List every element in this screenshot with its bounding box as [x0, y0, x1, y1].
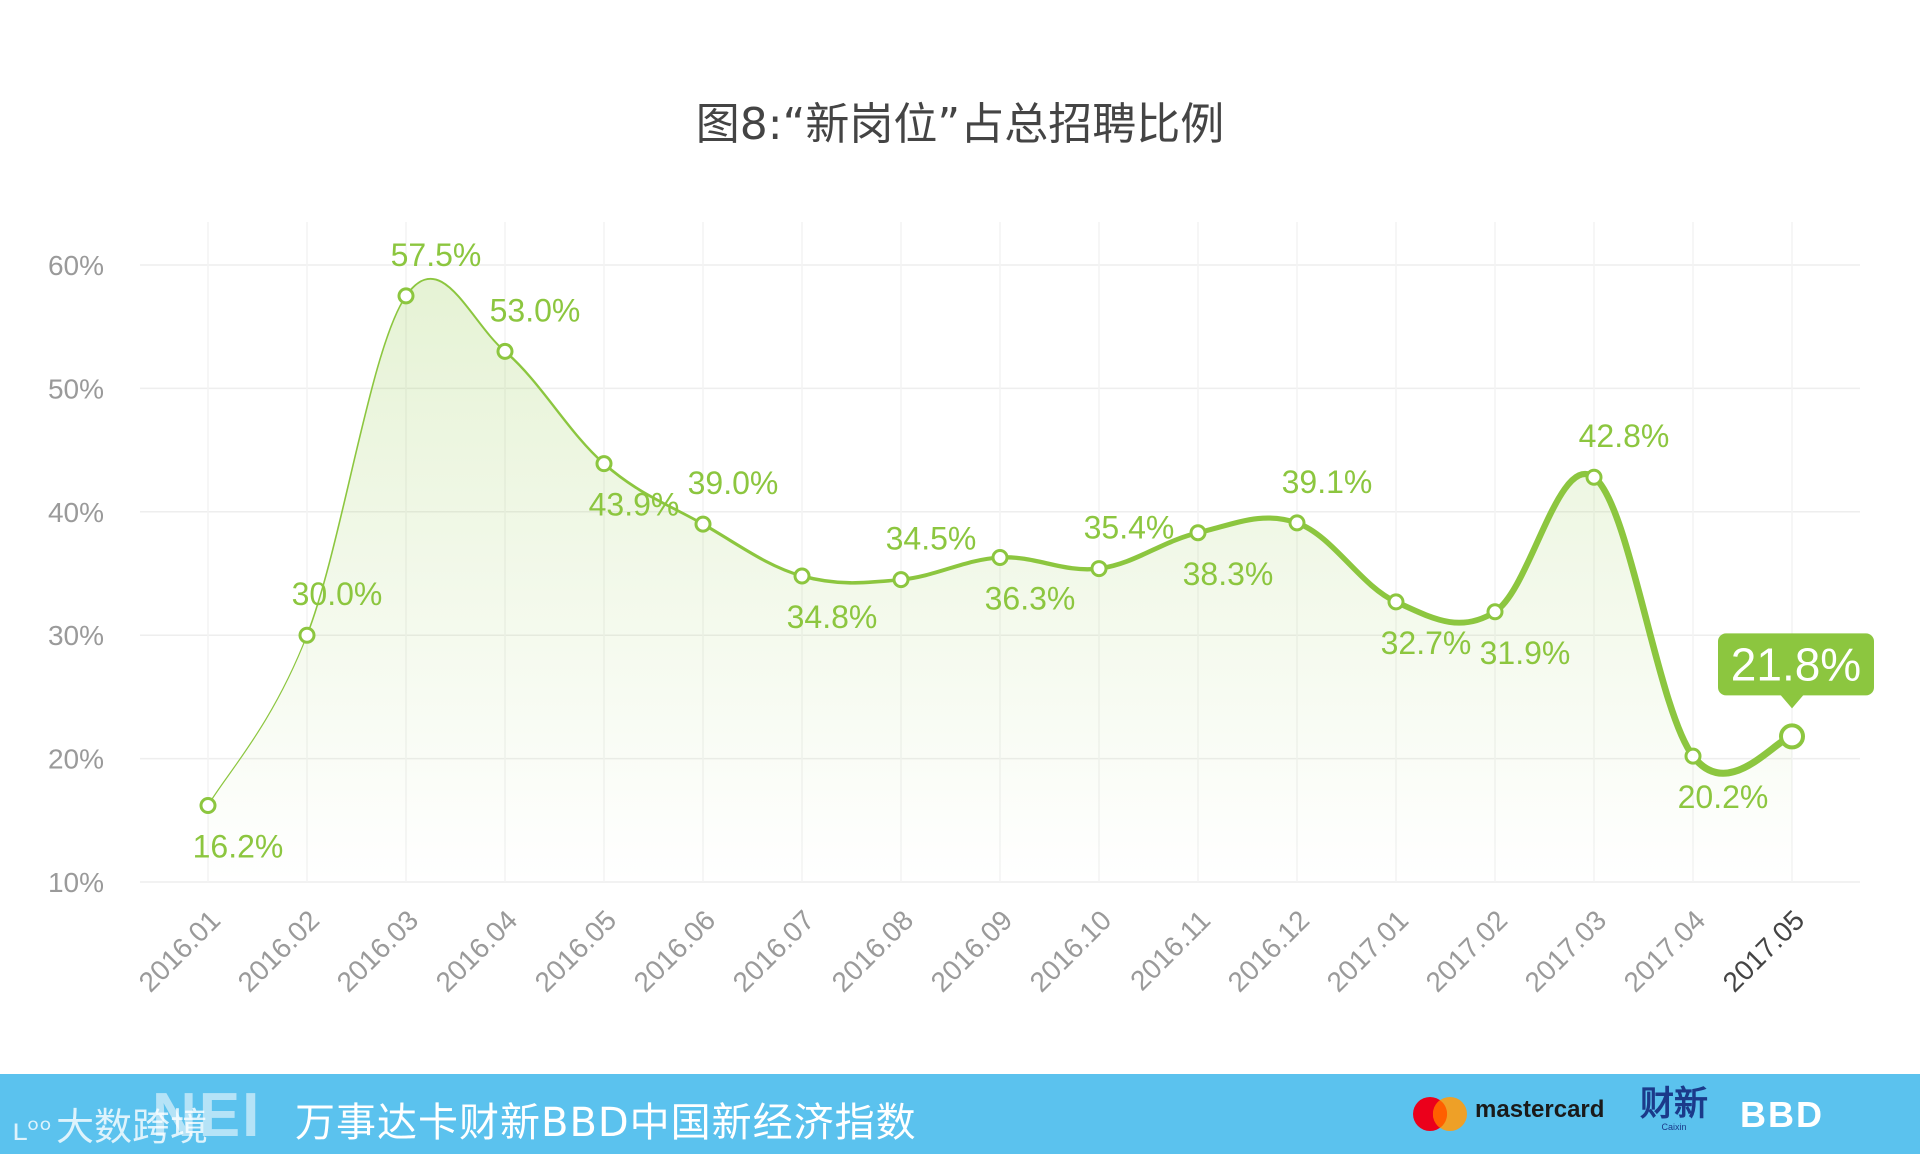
watermark-icon: ʟᵒᵒ — [12, 1113, 53, 1148]
y-tick-label: 50% — [48, 373, 104, 404]
data-label: 36.3% — [985, 580, 1076, 616]
bbd-logo: BBD — [1740, 1094, 1824, 1135]
data-point — [1189, 524, 1207, 542]
x-tick-label: 2016.10 — [1024, 904, 1117, 997]
watermark-text: 大数跨境 — [56, 1105, 209, 1149]
chart-title: 图8:“新岗位”占总招聘比例 — [695, 99, 1225, 150]
data-point — [1486, 603, 1504, 621]
data-point — [496, 342, 514, 360]
data-point — [595, 455, 613, 473]
data-point — [892, 571, 910, 589]
data-label: 53.0% — [490, 292, 581, 328]
data-point — [1779, 723, 1805, 750]
data-points — [199, 287, 1805, 814]
x-axis: 2016.01 2016.02 2016.03 2016.04 2016.05 2016.… — [133, 904, 1810, 997]
x-tick-label: 2016.02 — [232, 904, 325, 997]
series-line-segment — [503, 350, 606, 465]
x-tick-label: 2016.08 — [826, 904, 919, 997]
series-line-segment — [701, 522, 804, 578]
x-tick-label: 2017.02 — [1420, 904, 1513, 997]
series-line-segment — [800, 574, 903, 585]
watermark: ʟᵒᵒ 大数跨境 — [12, 1096, 208, 1151]
mastercard-text: mastercard — [1475, 1096, 1605, 1123]
series-line-segment — [1590, 473, 1697, 760]
x-tick-label: 2017.04 — [1618, 904, 1711, 997]
footer-title: 万事达卡财新BBD中国新经济指数 — [295, 1100, 917, 1146]
data-label: 35.4% — [1084, 510, 1175, 546]
y-tick-label: 20% — [48, 744, 104, 775]
x-tick-label: 2017.03 — [1519, 904, 1612, 997]
x-tick-label: 2016.06 — [628, 904, 721, 997]
caixin-subtext: Caixin — [1661, 1122, 1687, 1132]
series-line-segment — [997, 555, 1102, 572]
footer-bar: ʟᵒᵒ 大数跨境 NEI 万事达卡财新BBD中国新经济指数 mastercard … — [0, 1074, 1920, 1154]
series-line-segment — [1294, 520, 1399, 605]
data-point — [1288, 514, 1306, 532]
series-line-segment — [1491, 471, 1598, 615]
data-point — [991, 548, 1009, 566]
data-label: 16.2% — [193, 828, 284, 864]
y-tick-label: 40% — [48, 497, 104, 528]
line-chart: 10% 20% 30% 40% 50% 60% 2016.01 2016.02 2016.03… — [48, 222, 1874, 998]
data-label: 39.0% — [688, 465, 779, 501]
data-point — [694, 515, 712, 533]
data-label: 38.3% — [1183, 556, 1274, 592]
x-tick-label: 2016.07 — [727, 904, 820, 997]
data-label: 20.2% — [1678, 779, 1769, 815]
data-label: 39.1% — [1282, 464, 1373, 500]
y-axis: 10% 20% 30% 40% 50% 60% — [48, 250, 104, 898]
x-tick-label: 2016.01 — [133, 904, 226, 997]
series-line-segment — [602, 462, 705, 526]
data-label: 32.7% — [1381, 625, 1472, 661]
nei-logo: NEI — [152, 1081, 262, 1150]
data-point — [1090, 560, 1108, 578]
callout-pointer — [1780, 694, 1804, 709]
x-tick-label: 2016.04 — [430, 904, 523, 997]
data-point — [199, 796, 217, 814]
data-label: 42.8% — [1579, 418, 1670, 454]
data-point — [1684, 747, 1702, 765]
data-point — [793, 567, 811, 585]
data-point — [397, 287, 415, 305]
data-label: 43.9% — [589, 487, 680, 523]
series-line-segment — [1195, 515, 1300, 536]
x-tick-label: 2017.05 — [1717, 904, 1810, 997]
data-point — [1387, 593, 1405, 611]
data-label: 31.9% — [1480, 635, 1571, 671]
x-tick-label: 2016.12 — [1222, 904, 1315, 997]
series-line-segment — [207, 634, 308, 807]
data-label: 34.8% — [787, 599, 878, 635]
data-label: 34.5% — [886, 521, 977, 557]
data-labels: 16.2% 30.0% 57.5%53.0% 43.9%39.0% 34.8% 34.5%… — [193, 237, 1769, 865]
callout-box — [1718, 633, 1874, 696]
series-line-segment — [899, 555, 1002, 582]
y-tick-label: 10% — [48, 867, 104, 898]
area-fill — [208, 278, 1792, 883]
mastercard-logo-icon — [1413, 1097, 1467, 1131]
data-point — [298, 626, 316, 644]
data-label: 30.0% — [292, 576, 383, 612]
x-tick-label: 2017.01 — [1321, 904, 1414, 997]
series-line — [207, 277, 1796, 807]
series-line-segment — [1393, 598, 1498, 626]
series-line-segment — [1096, 530, 1201, 571]
highlight-callout: 21.8% — [1718, 633, 1874, 709]
series-line-segment — [405, 277, 506, 353]
x-tick-label: 2016.11 — [1124, 904, 1216, 996]
callout-label: 21.8% — [1731, 638, 1861, 690]
x-tick-label: 2016.05 — [529, 904, 622, 997]
caixin-text: 财新 — [1640, 1084, 1708, 1124]
data-point — [1585, 468, 1603, 486]
x-tick-label: 2016.03 — [331, 904, 424, 997]
data-label: 57.5% — [391, 237, 482, 273]
x-tick-label: 2016.09 — [925, 904, 1018, 997]
caixin-logo: 财新 Caixin — [1640, 1086, 1708, 1132]
y-tick-label: 30% — [48, 620, 104, 651]
y-tick-label: 60% — [48, 250, 104, 281]
series-line-segment — [306, 295, 407, 636]
